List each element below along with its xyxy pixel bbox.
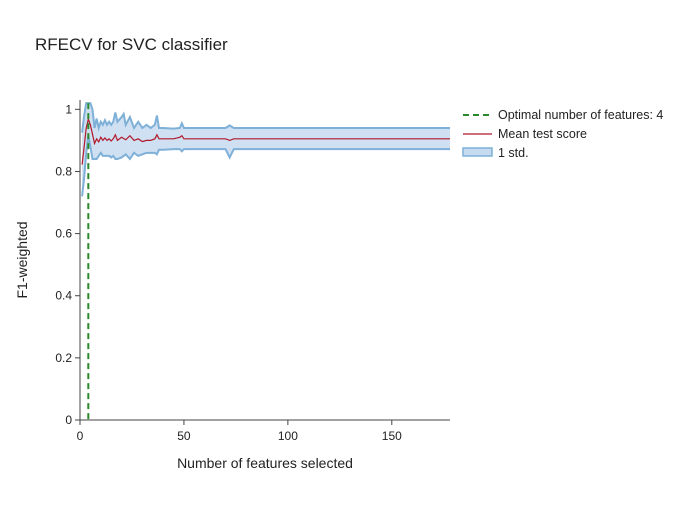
y-tick-label: 0 [65, 413, 72, 427]
y-tick-label: 0.4 [55, 289, 72, 303]
y-tick-label: 0.6 [55, 227, 72, 241]
x-axis-label: Number of features selected [177, 455, 353, 471]
y-tick-label: 0.2 [55, 351, 72, 365]
legend: Optimal number of features: 4 Mean test … [462, 108, 663, 160]
legend-label-optimal: Optimal number of features: 4 [498, 108, 663, 122]
legend-label-std: 1 std. [498, 146, 529, 160]
legend-swatch-std [462, 147, 493, 157]
legend-label-mean: Mean test score [498, 127, 587, 141]
std-band-fill [82, 103, 451, 197]
chart-title: RFECV for SVC classifier [35, 35, 228, 54]
y-tick-label: 0.8 [55, 164, 72, 178]
x-tick-label: 150 [382, 429, 402, 443]
y-axis-label: F1-weighted [14, 221, 30, 298]
x-tick-label: 50 [177, 429, 191, 443]
series-line-layer [81, 103, 450, 420]
mean-test-score-line [81, 117, 450, 165]
std-band-layer [81, 102, 451, 197]
y-tick-layer: 0 0.2 0.4 0.6 0.8 1 [55, 102, 80, 427]
y-tick-label: 1 [65, 102, 72, 116]
std-band-upper-edge [81, 102, 450, 133]
x-tick-label: 0 [77, 429, 84, 443]
x-tick-label: 100 [278, 429, 298, 443]
std-band-lower-edge [81, 135, 450, 197]
x-tick-layer: 0 50 100 150 [77, 420, 402, 443]
